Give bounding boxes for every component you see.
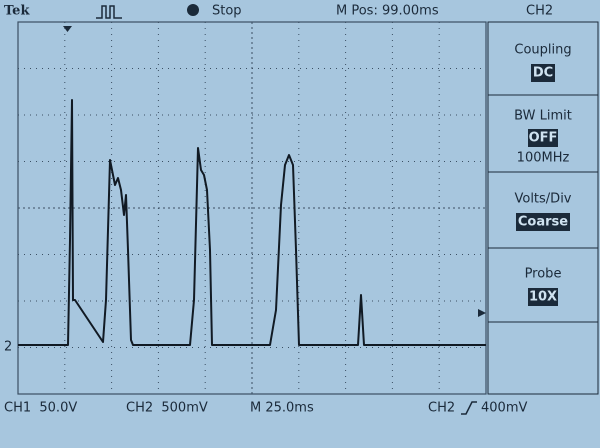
menu-value[interactable]: DC [533,66,553,81]
trigger-position-marker [63,26,72,32]
menu-label[interactable]: BW Limit [514,109,572,124]
value-highlight [516,213,570,231]
value-highlight [528,129,558,147]
menu-value[interactable]: 10X [529,290,557,305]
horizontal-position: M Pos: 99.00ms [336,4,439,19]
brand: Tek [4,4,30,19]
run-status: Stop [212,4,242,19]
stop-icon [187,4,199,16]
side-menu [487,21,599,395]
menu-label[interactable]: Coupling [514,43,571,58]
ch1-scale: CH1 50.0V [4,401,77,416]
menu-label[interactable]: Volts/Div [514,192,571,207]
menu-label[interactable]: Probe [525,267,562,282]
waveform-trace [18,99,486,346]
graticule [17,21,487,395]
ch2-scale: CH2 500mV [126,401,208,416]
trigger-source: CH2 [428,401,455,416]
trigger-level-marker [478,309,486,317]
trigger-slope-icon [461,401,477,415]
menu-channel: CH2 [526,4,553,19]
channel-ground-marker: 2 [4,340,12,355]
trigger-level: 400mV [481,401,527,416]
menu-value[interactable]: OFF [529,131,558,146]
value-highlight [528,288,558,306]
value-highlight [531,64,555,82]
menu-value[interactable]: Coarse [518,215,568,230]
timebase: M 25.0ms [250,401,314,416]
menu-detail: 100MHz [517,151,570,166]
menu-box [487,321,599,395]
acquire-icon [96,5,122,19]
